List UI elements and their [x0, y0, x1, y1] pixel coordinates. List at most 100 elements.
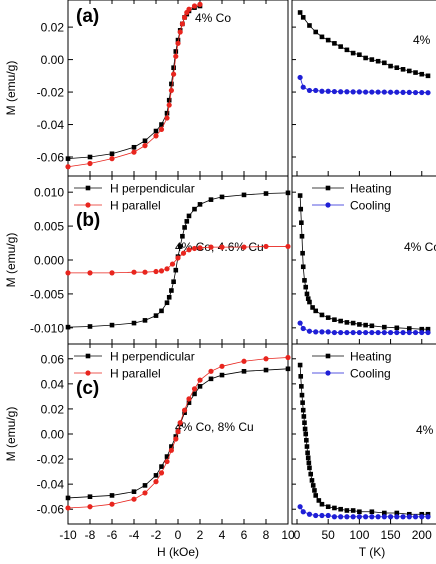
panel-c-left-point: [153, 473, 159, 478]
panel-c-right-point: [310, 483, 316, 488]
panel-a-right-series-1: [297, 10, 431, 79]
panel-c-legend-text: H perpendicular: [110, 350, 195, 364]
panel-a-right-point: [357, 52, 362, 58]
panel-b-right-point: [419, 329, 425, 336]
panel-c-right-point: [419, 514, 425, 520]
panel-a-right-point: [325, 37, 331, 43]
panel-a-right-point: [388, 63, 393, 69]
panel-a-left-point: [166, 102, 172, 108]
panel-b-right-legend-marker: [325, 185, 331, 191]
panel-b-right-point: [305, 296, 311, 301]
panel-b-right-point: [303, 284, 309, 290]
panel-b-left-point: [186, 213, 192, 219]
panel-b-right-point: [300, 250, 305, 256]
panel-c-xtick-label: 10: [281, 528, 295, 542]
panel-b-right-point: [306, 328, 313, 334]
panel-c-xtick-label: 0: [175, 528, 182, 542]
panel-c-right-point: [300, 509, 306, 515]
panel-c-left-point: [241, 369, 247, 374]
panel-b-left-point: [197, 202, 203, 207]
panel-c-left-point: [175, 428, 181, 435]
panel-b-right-series-line-1: [299, 195, 428, 330]
panel-b-left-point: [186, 247, 192, 253]
panel-a-right-point: [306, 87, 313, 94]
panel-b-left-point: [159, 308, 164, 314]
panel-b-right-point: [400, 329, 406, 336]
panel-a-right-frame: [291, 0, 436, 177]
panel-b-left-point: [166, 295, 172, 300]
panel-a-right-point: [419, 71, 425, 77]
panel-a-left-point: [169, 81, 174, 87]
panel-c-right-point: [305, 450, 310, 456]
panel-b-right-series-2: [297, 320, 431, 336]
panel-c-right-point: [319, 501, 325, 507]
panel-a-right-point: [332, 41, 337, 46]
panel-b-right-point: [369, 329, 375, 336]
panel-b-right-legend-text: Heating: [350, 182, 391, 196]
panel-a-right-point: [363, 55, 368, 61]
panel-a-left-point: [197, 1, 203, 7]
panel-b-ytick-label: 0.000: [34, 254, 64, 268]
panel-c-ytick-label: -0.06: [37, 503, 65, 517]
panel-b-left-point: [197, 245, 203, 251]
panel-c-right-annotation: 4%: [416, 423, 434, 437]
panel-c-right-series-2: [297, 504, 431, 520]
panel-a-right-point: [400, 89, 406, 95]
panel-c-right-point: [387, 514, 394, 520]
panel-a-left-point: [131, 149, 137, 155]
panel-c-xtick-label: -2: [151, 528, 162, 542]
panel-c-right-point: [312, 488, 317, 493]
panel-c-xtick-label: -6: [107, 528, 118, 542]
panel-c-right-point: [344, 514, 350, 520]
panel-b-left-point: [142, 318, 148, 323]
panel-c-right-xtick-label: 50: [322, 528, 336, 542]
panel-c-xtick-label: -4: [129, 528, 140, 542]
panel-b-right-point: [350, 329, 356, 336]
panel-a-left-point: [175, 40, 181, 46]
panel-c-right-point: [308, 471, 314, 477]
panel-b-left-point: [208, 244, 214, 250]
panel-c-right-point: [306, 511, 313, 517]
panel-b-left-point: [65, 270, 71, 276]
panel-c-right-point: [356, 514, 362, 520]
panel-a-left-point: [166, 97, 172, 103]
panel-c-right-point: [394, 514, 400, 520]
panel-b-right-point: [394, 325, 400, 331]
panel-b-left-point: [164, 300, 170, 306]
panel-b-right-point: [338, 329, 344, 336]
panel-b-right-point: [394, 329, 400, 336]
panel-c-ytick-label: 0.04: [41, 377, 65, 391]
panel-b-left-point: [87, 270, 93, 276]
panel-a-left-point: [158, 126, 165, 133]
panel-a-left-point: [164, 110, 170, 116]
panel-b-left-point: [285, 190, 291, 196]
panel-c-right-point: [313, 493, 319, 498]
panel-a-left-point: [65, 164, 71, 170]
panel-b-right-point: [344, 320, 350, 325]
panel-b-left-point: [153, 268, 159, 275]
panel-b-right-point: [338, 318, 343, 324]
panel-a-left-point: [179, 21, 185, 27]
panel-a-right-point: [331, 88, 338, 95]
panel-a-right-point: [425, 73, 431, 79]
panel-c-left-point: [164, 458, 170, 465]
panel-a-right-point: [297, 74, 303, 81]
panel-a-left-point: [87, 160, 93, 167]
panel-b-left-point: [219, 194, 225, 200]
panel-b-right-point: [319, 312, 325, 318]
panel-c-right-series-line-1: [299, 365, 428, 515]
panel-b-ytick-label: -0.005: [30, 287, 64, 301]
panel-c-right-point: [316, 498, 322, 503]
panel-c-right-point: [363, 514, 369, 520]
panel-a-right-point: [369, 57, 375, 62]
panel-a-left-point: [171, 71, 177, 77]
panel-a-right-point: [369, 89, 375, 95]
panel-c-ylabel: M (emu/g): [4, 407, 18, 462]
panel-a-right-point: [400, 67, 406, 72]
panel-a-left-point: [109, 151, 115, 157]
panel-c-right-point: [304, 437, 309, 443]
panel-a-left-point: [131, 144, 137, 150]
panel-b-right-point: [363, 329, 369, 336]
panel-a-right-point: [425, 90, 431, 96]
panel-c-right-legend-marker: [325, 353, 331, 359]
